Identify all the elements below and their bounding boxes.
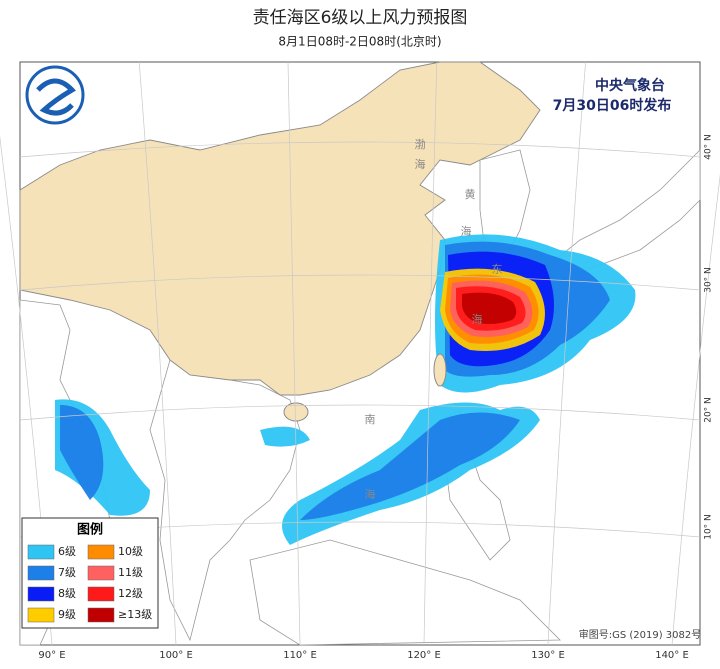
legend-label: 8级 bbox=[58, 587, 76, 600]
legend-label: ≥13级 bbox=[118, 608, 152, 621]
map-number: 审图号:GS (2019) 3082号 bbox=[579, 628, 702, 641]
legend-label: 6级 bbox=[58, 545, 76, 558]
lat-label: 20° N bbox=[704, 397, 714, 423]
legend-label: 10级 bbox=[118, 545, 143, 558]
legend-label: 7级 bbox=[58, 566, 76, 579]
land-china bbox=[19, 61, 541, 396]
legend-swatch bbox=[27, 565, 55, 581]
lon-label: 90° E bbox=[38, 650, 65, 661]
legend-swatch bbox=[27, 544, 55, 560]
legend-swatch bbox=[87, 565, 115, 581]
island-taiwan bbox=[433, 353, 447, 387]
meridian bbox=[138, 61, 177, 646]
sea-label: 海 bbox=[461, 224, 472, 238]
legend-swatch bbox=[27, 607, 55, 623]
island-hainan bbox=[283, 402, 309, 422]
lon-label: 140° E bbox=[655, 650, 689, 661]
lon-label: 120° E bbox=[407, 650, 441, 661]
legend-label: 9级 bbox=[58, 608, 76, 621]
legend-swatch bbox=[87, 544, 115, 560]
wind-zone bbox=[462, 292, 517, 324]
lat-label: 10° N bbox=[704, 514, 714, 540]
meridian bbox=[671, 173, 720, 646]
lat-label: 30° N bbox=[704, 267, 714, 293]
agency: 中央气象台 bbox=[595, 77, 665, 94]
legend-title: 图例 bbox=[77, 522, 103, 538]
legend-swatch bbox=[87, 586, 115, 602]
lon-label: 110° E bbox=[283, 650, 317, 661]
parallel bbox=[19, 141, 701, 158]
lat-label: 40° N bbox=[704, 134, 714, 160]
meridian bbox=[547, 61, 586, 646]
title: 责任海区6级以上风力预报图 bbox=[253, 8, 468, 28]
sea-label: 南 bbox=[365, 413, 376, 426]
legend-label: 12级 bbox=[118, 587, 143, 600]
logo-mark bbox=[36, 78, 76, 116]
parallel bbox=[19, 274, 701, 291]
legend-swatch bbox=[87, 607, 115, 623]
legend-label: 11级 bbox=[118, 566, 143, 579]
sea-label: 渤 bbox=[415, 138, 426, 151]
sea-label: 黄 bbox=[465, 187, 476, 201]
sea-label: 海 bbox=[365, 487, 376, 501]
sea-label: 海 bbox=[472, 312, 483, 326]
legend: 图例 6级 7级 8级 9级 10级 11级 12级 ≥13级 bbox=[21, 517, 159, 629]
sea-label: 海 bbox=[415, 157, 426, 171]
issue-time: 7月30日06时发布 bbox=[553, 97, 672, 114]
sea-label: 东 bbox=[492, 263, 503, 276]
subtitle: 8月1日08时-2日08时(北京时) bbox=[278, 35, 441, 49]
legend-swatch bbox=[27, 586, 55, 602]
lon-label: 100° E bbox=[159, 650, 193, 661]
lon-label: 130° E bbox=[531, 650, 565, 661]
land-borneo bbox=[249, 539, 561, 646]
parallel bbox=[19, 404, 701, 421]
